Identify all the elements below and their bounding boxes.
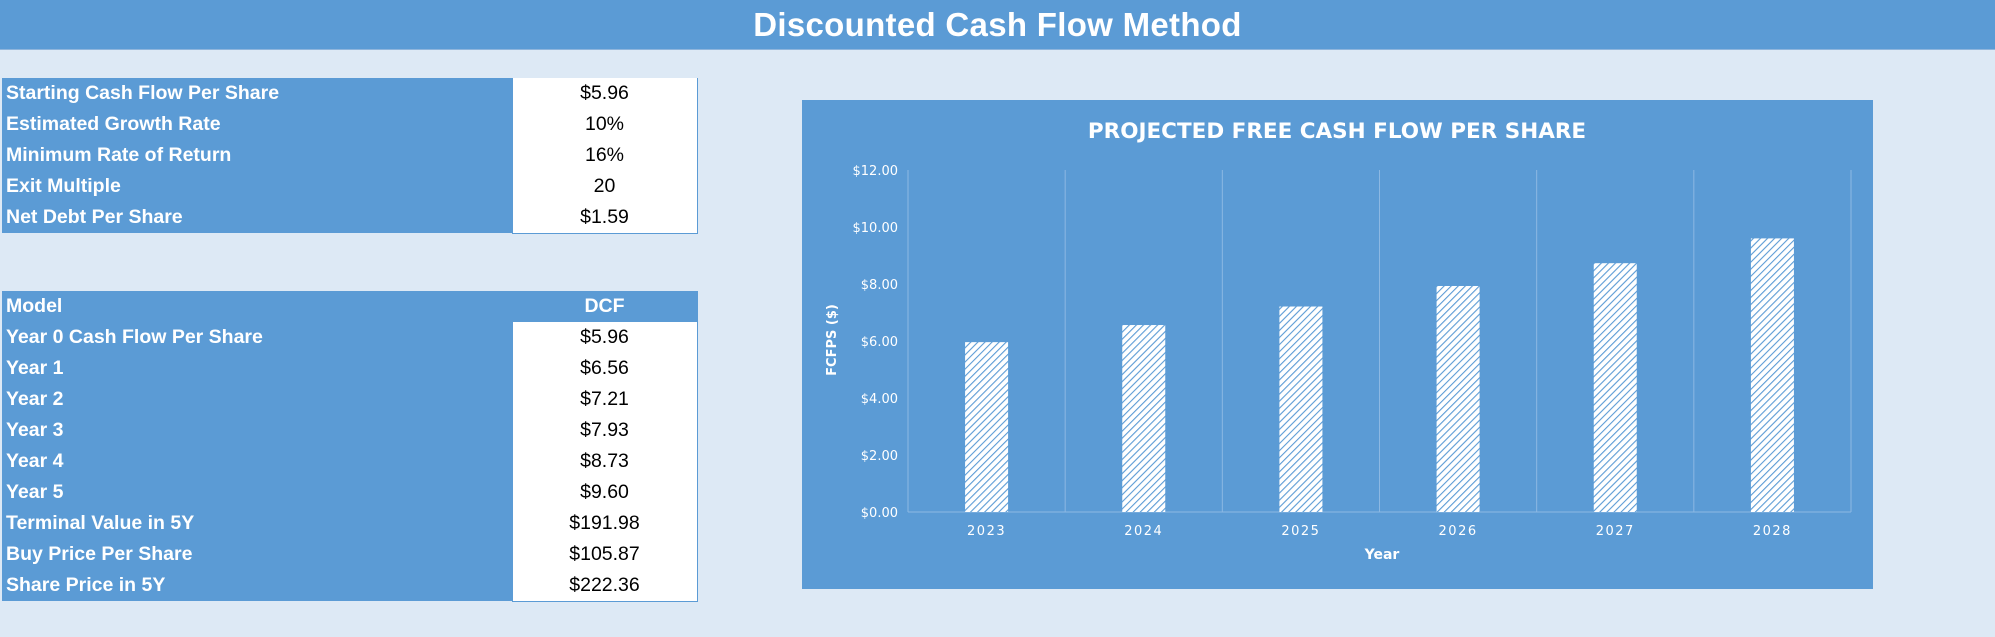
input-cell[interactable]: 16% (511, 140, 698, 171)
y-tick-label: $8.00 (861, 278, 898, 293)
input-label: Net Debt Per Share (2, 202, 512, 233)
bar[interactable] (1593, 263, 1637, 512)
input-row-min-return: Minimum Rate of Return 16% (2, 140, 698, 171)
y-tick-label: $12.00 (853, 164, 899, 179)
input-row-starting-cash-flow: Starting Cash Flow Per Share $5.96 (2, 78, 698, 109)
page-title: Discounted Cash Flow Method (0, 0, 1995, 50)
x-tick-label: 2026 (1439, 524, 1478, 539)
table-row: Year 5 $9.60 (2, 477, 698, 508)
row-value[interactable]: $7.93 (511, 415, 698, 446)
bar[interactable] (965, 342, 1009, 512)
x-tick-label: 2025 (1281, 524, 1320, 539)
table-row: Year 2 $7.21 (2, 384, 698, 415)
x-tick-label: 2028 (1753, 524, 1792, 539)
table-row: Year 1 $6.56 (2, 353, 698, 384)
table-row: Buy Price Per Share $105.87 (2, 539, 698, 570)
input-cell[interactable]: 10% (511, 109, 698, 140)
y-tick-label: $2.00 (861, 449, 898, 464)
row-label: Share Price in 5Y (2, 570, 512, 601)
row-value[interactable]: $105.87 (511, 539, 698, 570)
inputs-table: Starting Cash Flow Per Share $5.96 Estim… (2, 78, 698, 234)
input-row-growth-rate: Estimated Growth Rate 10% (2, 109, 698, 140)
input-label: Starting Cash Flow Per Share (2, 78, 512, 109)
row-value[interactable]: $6.56 (511, 353, 698, 384)
y-axis-ticks: $0.00 $2.00 $4.00 $6.00 $8.00 $10.00 $12.00 (853, 164, 899, 521)
y-tick-label: $0.00 (861, 506, 898, 521)
row-label: Year 2 (2, 384, 512, 415)
table-row: Year 4 $8.73 (2, 446, 698, 477)
chart-title: PROJECTED FREE CASH FLOW PER SHARE (1088, 119, 1586, 144)
row-label: Buy Price Per Share (2, 539, 512, 570)
table-row: Year 3 $7.93 (2, 415, 698, 446)
bar[interactable] (1122, 325, 1166, 512)
row-value[interactable]: $9.60 (511, 477, 698, 508)
row-label: Year 5 (2, 477, 512, 508)
input-cell[interactable]: $1.59 (511, 202, 698, 234)
bar[interactable] (1436, 285, 1480, 512)
input-cell[interactable]: 20 (511, 171, 698, 202)
table-row: Terminal Value in 5Y $191.98 (2, 508, 698, 539)
y-tick-label: $4.00 (861, 392, 898, 407)
input-cell[interactable]: $5.96 (511, 78, 698, 109)
row-value[interactable]: $222.36 (511, 570, 698, 602)
table-row: Year 0 Cash Flow Per Share $5.96 (2, 322, 698, 353)
chart-bars (965, 238, 1794, 512)
model-table: Model DCF Year 0 Cash Flow Per Share $5.… (2, 291, 698, 602)
model-header-label: Model (2, 291, 512, 322)
bar[interactable] (1279, 306, 1323, 512)
row-label: Terminal Value in 5Y (2, 508, 512, 539)
input-label: Exit Multiple (2, 171, 512, 202)
y-axis-label: FCFPS ($) (825, 304, 840, 376)
input-row-net-debt: Net Debt Per Share $1.59 (2, 202, 698, 234)
input-label: Minimum Rate of Return (2, 140, 512, 171)
table-row: Share Price in 5Y $222.36 (2, 570, 698, 602)
y-tick-label: $10.00 (853, 221, 899, 236)
row-value[interactable]: $8.73 (511, 446, 698, 477)
row-label: Year 0 Cash Flow Per Share (2, 322, 512, 353)
model-header-row: Model DCF (2, 291, 698, 322)
row-label: Year 4 (2, 446, 512, 477)
model-header-value: DCF (511, 291, 698, 322)
row-value[interactable]: $7.21 (511, 384, 698, 415)
y-tick-label: $6.00 (861, 335, 898, 350)
input-row-exit-multiple: Exit Multiple 20 (2, 171, 698, 202)
x-axis-label: Year (1364, 547, 1400, 563)
bar[interactable] (1750, 238, 1794, 512)
row-label: Year 3 (2, 415, 512, 446)
x-axis-ticks: 2023 2024 2025 2026 2027 2028 (967, 524, 1792, 539)
row-value[interactable]: $5.96 (511, 322, 698, 353)
input-label: Estimated Growth Rate (2, 109, 512, 140)
chart-canvas: PROJECTED FREE CASH FLOW PER SHARE $0.00… (825, 119, 1852, 563)
row-label: Year 1 (2, 353, 512, 384)
chart-grid (907, 170, 1852, 513)
x-tick-label: 2023 (967, 524, 1006, 539)
x-tick-label: 2024 (1124, 524, 1163, 539)
fcf-chart[interactable]: PROJECTED FREE CASH FLOW PER SHARE $0.00… (802, 100, 1873, 589)
row-value[interactable]: $191.98 (511, 508, 698, 539)
x-tick-label: 2027 (1596, 524, 1635, 539)
